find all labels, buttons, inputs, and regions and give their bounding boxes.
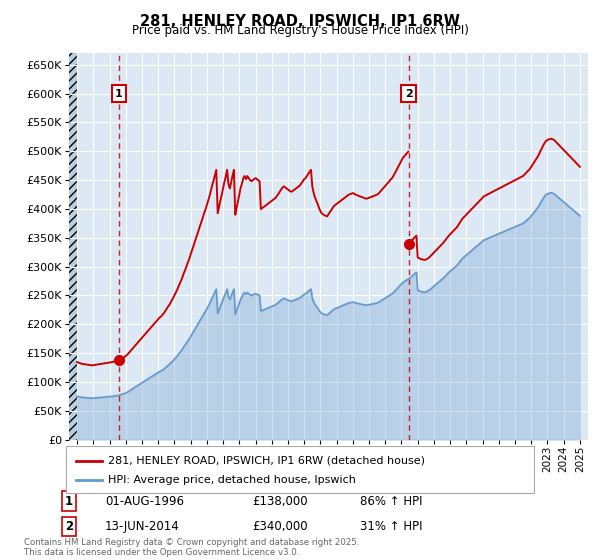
Text: Price paid vs. HM Land Registry's House Price Index (HPI): Price paid vs. HM Land Registry's House …: [131, 24, 469, 37]
Text: HPI: Average price, detached house, Ipswich: HPI: Average price, detached house, Ipsw…: [108, 475, 356, 485]
Text: 1: 1: [65, 494, 73, 508]
Text: 86% ↑ HPI: 86% ↑ HPI: [360, 494, 422, 508]
Text: 1: 1: [115, 89, 123, 99]
Text: Contains HM Land Registry data © Crown copyright and database right 2025.
This d: Contains HM Land Registry data © Crown c…: [24, 538, 359, 557]
Text: 2: 2: [65, 520, 73, 533]
Bar: [69, 53, 77, 440]
Text: £340,000: £340,000: [252, 520, 308, 533]
Text: 281, HENLEY ROAD, IPSWICH, IP1 6RW: 281, HENLEY ROAD, IPSWICH, IP1 6RW: [140, 14, 460, 29]
Text: 01-AUG-1996: 01-AUG-1996: [105, 494, 184, 508]
Text: 281, HENLEY ROAD, IPSWICH, IP1 6RW (detached house): 281, HENLEY ROAD, IPSWICH, IP1 6RW (deta…: [108, 456, 425, 465]
Text: 2: 2: [405, 89, 412, 99]
Text: 31% ↑ HPI: 31% ↑ HPI: [360, 520, 422, 533]
Text: £138,000: £138,000: [252, 494, 308, 508]
Text: 13-JUN-2014: 13-JUN-2014: [105, 520, 180, 533]
